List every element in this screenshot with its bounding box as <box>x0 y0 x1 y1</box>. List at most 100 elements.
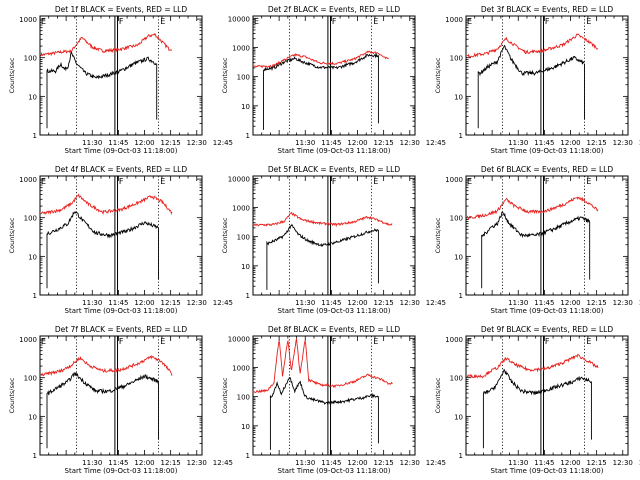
y-tick-label: 1 <box>459 132 463 140</box>
marker-e-left-label: E <box>254 177 259 186</box>
y-tick-label: 10 <box>28 253 37 261</box>
y-tick-label: 1000 <box>232 204 250 212</box>
plot-frame <box>39 15 203 136</box>
x-tick-label: 11:30 <box>295 139 315 147</box>
x-axis-label: Start Time (09-Oct-03 11:18:00) <box>491 307 604 315</box>
y-tick-label: 1 <box>246 292 250 300</box>
x-tick-label: 12:15 <box>374 299 394 307</box>
x-tick-label: 12:15 <box>587 299 607 307</box>
marker-e-left-label: E <box>254 17 259 26</box>
y-tick-label: 1000 <box>232 44 250 52</box>
lld-series-line <box>40 33 173 57</box>
y-axis-label: Counts/sec <box>434 377 442 413</box>
x-tick-label: 12:00 <box>134 459 154 467</box>
y-axis-label: Counts/sec <box>221 57 229 93</box>
y-tick-label: 10 <box>241 103 250 111</box>
events-series-line <box>481 211 591 289</box>
marker-e-label: E <box>586 17 591 26</box>
chart-title: Det 3f BLACK = Events, RED = LLD <box>481 5 614 14</box>
x-tick-label: 12:00 <box>560 139 580 147</box>
marker-e-label: E <box>373 17 378 26</box>
plot-frame <box>465 335 629 456</box>
chart-panel-3: Det 3f BLACK = Events, RED = LLD 1 10 100 10… <box>434 5 640 155</box>
x-axis-label: Start Time (09-Oct-03 11:18:00) <box>65 147 178 155</box>
x-tick-label: 12:45 <box>426 299 446 307</box>
x-axis-label: Start Time (09-Oct-03 11:18:00) <box>278 307 391 315</box>
plot-frame <box>39 175 203 296</box>
chart-title: Det 2f BLACK = Events, RED = LLD <box>268 5 401 14</box>
lld-series-line <box>40 354 173 377</box>
y-tick-label: 10000 <box>228 335 250 343</box>
x-axis-label: Start Time (09-Oct-03 11:18:00) <box>65 467 178 475</box>
x-tick-label: 12:00 <box>560 299 580 307</box>
x-tick-label: 11:30 <box>508 139 528 147</box>
marker-f-label: F <box>545 177 550 186</box>
x-tick-label: 12:15 <box>161 459 181 467</box>
x-tick-label: 12:30 <box>400 459 420 467</box>
x-tick-label: 11:45 <box>321 459 341 467</box>
y-axis-label: Counts/sec <box>8 377 16 413</box>
marker-e-label: E <box>160 337 165 346</box>
lld-series-line <box>253 338 393 394</box>
x-axis-label: Start Time (09-Oct-03 11:18:00) <box>278 147 391 155</box>
marker-e-left-label: E <box>41 177 46 186</box>
x-tick-label: 12:30 <box>400 139 420 147</box>
x-tick-label: 12:45 <box>639 459 640 467</box>
chart-panel-9: Det 9f BLACK = Events, RED = LLD 1 10 100 10… <box>434 325 640 475</box>
x-tick-label: 12:30 <box>400 299 420 307</box>
x-tick-label: 11:30 <box>82 139 102 147</box>
marker-f-label: F <box>119 17 124 26</box>
marker-e-label: E <box>586 337 591 346</box>
events-series-line <box>477 44 585 129</box>
y-tick-label: 1000 <box>445 16 463 24</box>
y-tick-label: 10 <box>454 93 463 101</box>
plot-frame <box>39 335 203 456</box>
chart-title: Det 9f BLACK = Events, RED = LLD <box>481 325 614 334</box>
y-tick-label: 1000 <box>232 364 250 372</box>
x-tick-label: 12:45 <box>213 299 233 307</box>
y-tick-label: 100 <box>237 74 250 82</box>
marker-f-label: F <box>332 17 337 26</box>
x-tick-label: 12:15 <box>587 459 607 467</box>
plot-frame <box>252 15 416 136</box>
events-series-line <box>266 223 379 290</box>
y-tick-label: 100 <box>24 55 37 63</box>
y-tick-label: 1 <box>33 292 37 300</box>
chart-panel-2: Det 2f BLACK = Events, RED = LLD 1 10 100 10… <box>221 5 446 155</box>
x-tick-label: 12:15 <box>161 139 181 147</box>
y-tick-label: 1 <box>246 452 250 460</box>
marker-e-left-label: E <box>467 337 472 346</box>
y-axis-label: Counts/sec <box>434 57 442 93</box>
y-tick-label: 10 <box>28 93 37 101</box>
x-tick-label: 11:45 <box>108 299 128 307</box>
x-axis-label: Start Time (09-Oct-03 11:18:00) <box>278 467 391 475</box>
marker-e-label: E <box>373 177 378 186</box>
marker-e-left-label: E <box>467 17 472 26</box>
events-series-line <box>46 371 159 449</box>
x-tick-label: 12:45 <box>426 459 446 467</box>
y-tick-label: 100 <box>237 234 250 242</box>
events-series-line <box>482 368 592 449</box>
events-series-line <box>46 210 159 289</box>
x-tick-label: 12:45 <box>213 459 233 467</box>
marker-f-label: F <box>332 177 337 186</box>
events-series-line <box>269 376 379 450</box>
x-tick-label: 12:00 <box>347 139 367 147</box>
x-tick-label: 12:45 <box>639 139 640 147</box>
x-tick-label: 11:45 <box>108 139 128 147</box>
x-tick-label: 12:00 <box>560 459 580 467</box>
x-tick-label: 12:00 <box>134 139 154 147</box>
y-tick-label: 100 <box>24 215 37 223</box>
y-tick-label: 10 <box>454 413 463 421</box>
marker-f-label: F <box>119 337 124 346</box>
lld-series-line <box>466 196 599 221</box>
lld-series-line <box>466 33 599 59</box>
y-tick-label: 10 <box>241 423 250 431</box>
chart-title: Det 8f BLACK = Events, RED = LLD <box>268 325 401 334</box>
marker-e-left-label: E <box>41 17 46 26</box>
x-tick-label: 12:30 <box>187 299 207 307</box>
x-tick-label: 12:15 <box>161 299 181 307</box>
y-tick-label: 1 <box>246 132 250 140</box>
x-tick-label: 11:30 <box>295 299 315 307</box>
